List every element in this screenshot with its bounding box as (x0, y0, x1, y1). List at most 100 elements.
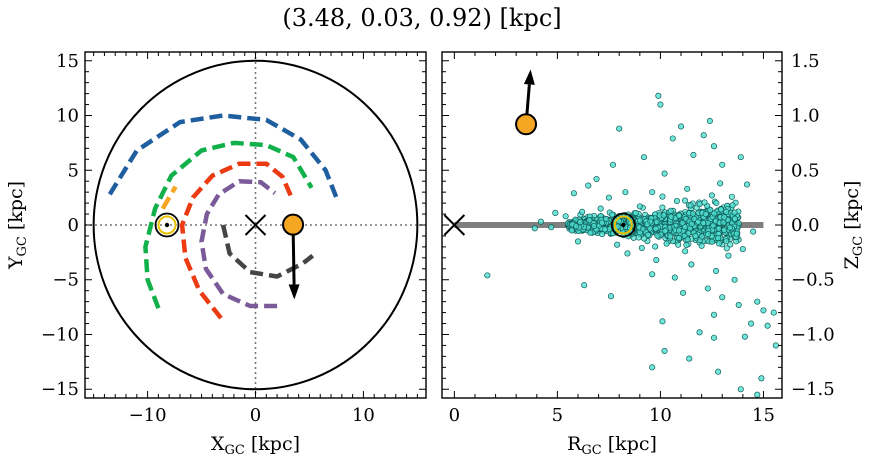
star-point (659, 318, 666, 325)
star-point (682, 224, 689, 231)
star-point (675, 212, 682, 219)
star-point (640, 154, 647, 161)
x-axis-label: RGC [kpc] (567, 433, 657, 458)
star-point (676, 234, 683, 241)
x-tick-label: 10 (352, 405, 375, 426)
star-point (723, 208, 730, 215)
star-point (638, 244, 645, 252)
star-point (671, 274, 678, 281)
y-tick-label: −1.5 (791, 379, 835, 400)
x-tick-label: −10 (129, 405, 167, 426)
star-point (754, 391, 761, 398)
spiral-arm-3 (179, 161, 294, 320)
star-point (731, 209, 738, 216)
star-population (484, 92, 779, 398)
velocity-arrow-head (288, 284, 300, 300)
star-point (686, 355, 693, 362)
star-point (705, 231, 712, 238)
star-point (689, 210, 696, 217)
star-point (653, 256, 660, 264)
object-marker (282, 213, 305, 236)
star-point (659, 204, 666, 211)
galactic-disk-boundary (92, 59, 419, 391)
star-point (737, 386, 744, 393)
star-point (659, 193, 666, 200)
star-point (704, 285, 711, 292)
star-point (616, 125, 623, 132)
y-tick-label: −1.0 (791, 324, 835, 345)
star-point (715, 240, 722, 247)
star-point (702, 211, 709, 218)
star-point (692, 232, 699, 239)
star-point (599, 231, 606, 238)
star-point (655, 92, 662, 99)
star-point (715, 368, 722, 375)
star-point (570, 190, 577, 197)
star-point (586, 217, 593, 224)
star-point (711, 210, 718, 217)
y-tick-label: 1.5 (791, 51, 820, 72)
star-point (719, 161, 726, 168)
star-point (707, 206, 714, 213)
star-point (720, 219, 727, 226)
y-tick-label: −15 (41, 379, 79, 400)
star-point (654, 232, 661, 239)
plot-area (443, 69, 779, 398)
star-point (695, 218, 702, 225)
x-tick-label: 0 (250, 405, 261, 426)
star-point (590, 222, 598, 230)
star-point (675, 241, 682, 248)
star-point (601, 226, 608, 233)
star-point (661, 170, 668, 177)
star-point (537, 218, 544, 225)
x-tick-label: 15 (752, 405, 775, 426)
star-point (585, 182, 592, 189)
star-point (715, 235, 722, 242)
star-point (682, 248, 689, 255)
star-point (568, 227, 575, 234)
star-point (754, 298, 761, 305)
star-point (548, 224, 555, 231)
star-point (667, 233, 674, 240)
star-point (731, 215, 738, 222)
star-point (635, 234, 642, 241)
star-point (710, 311, 718, 318)
star-point (597, 205, 604, 212)
left-panel-galactic-xy: −10 0 10 −15 −10 −5 0 5 10 15 XGC [kpc] YGC [kpc] (5, 51, 427, 458)
star-point (562, 213, 569, 220)
star-point (728, 193, 735, 200)
star-point (717, 180, 724, 187)
star-point (662, 228, 669, 235)
star-point (696, 329, 703, 336)
y-tick-label: 0 (68, 215, 79, 236)
star-point (717, 206, 725, 213)
star-point (657, 101, 664, 108)
star-point (684, 185, 691, 192)
y-axis-label: YGC [kpc] (5, 181, 30, 270)
star-point (700, 220, 707, 227)
star-point (688, 220, 695, 227)
star-point (741, 333, 748, 340)
star-point (632, 209, 639, 217)
y-axis-label: ZGC [kpc] (841, 181, 866, 270)
star-point (614, 241, 621, 248)
star-point (737, 154, 744, 161)
star-point (607, 293, 615, 300)
x-tick-label: 5 (552, 405, 563, 426)
star-point (760, 307, 767, 314)
y-tick-label: 0.5 (791, 160, 820, 181)
star-point (708, 192, 715, 199)
velocity-arrow-head (523, 69, 535, 85)
star-point (706, 117, 713, 125)
right-panel-galactic-rz: 0 5 10 15 −1.5 −1.0 −0.5 0.0 0.5 1.0 1.5 RGC [kpc] Z… (441, 51, 866, 458)
star-point (713, 267, 720, 275)
star-point (725, 252, 732, 259)
star-point (748, 320, 755, 327)
sun-marker (154, 212, 180, 238)
star-point (680, 289, 687, 296)
star-point (690, 151, 697, 158)
star-point (609, 161, 617, 168)
star-point (649, 271, 656, 278)
y-tick-label: −5 (52, 270, 79, 291)
star-point (684, 236, 691, 243)
